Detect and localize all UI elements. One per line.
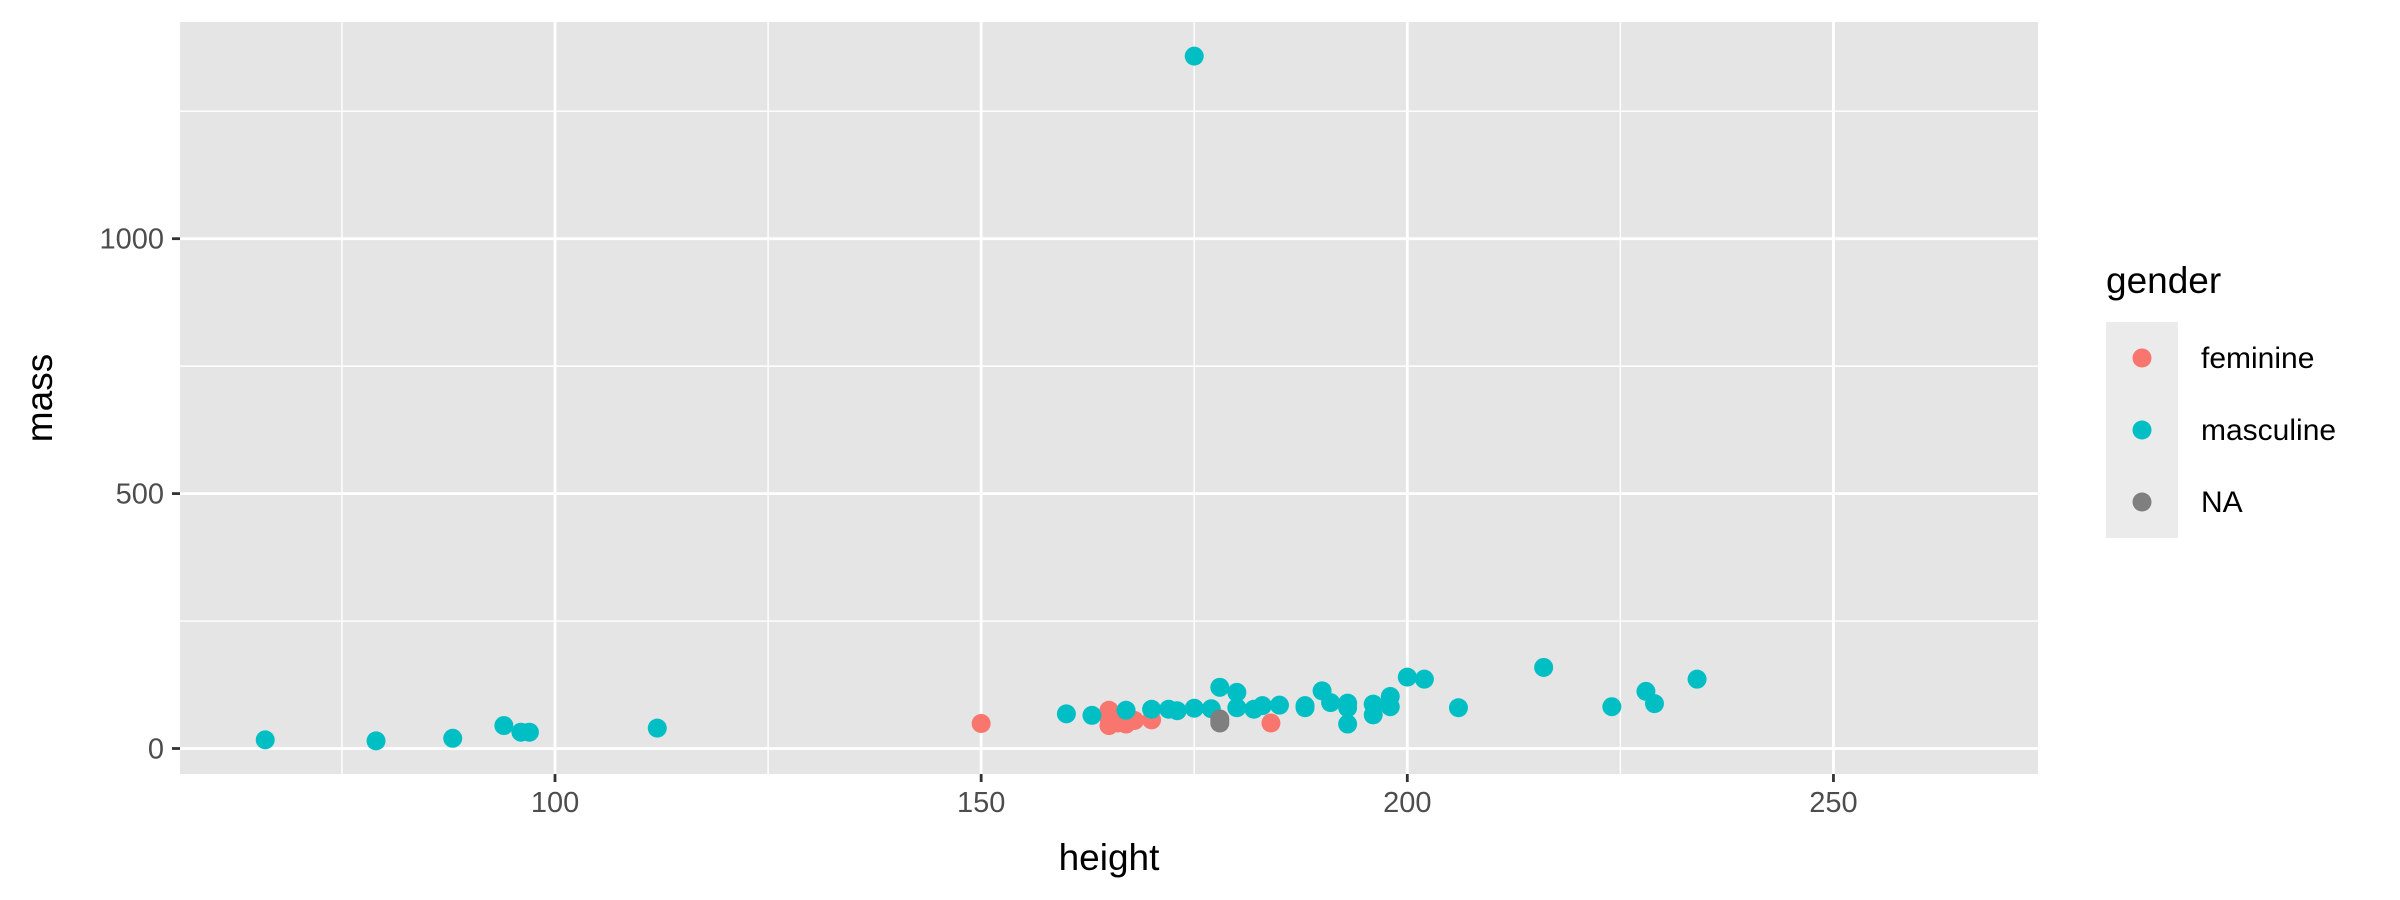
x-tick-label: 150	[957, 787, 1005, 819]
data-point-masculine	[1210, 677, 1230, 697]
y-axis: 0 500 1000	[99, 224, 180, 766]
data-points	[255, 46, 1707, 751]
data-point-masculine	[443, 728, 463, 748]
data-point-masculine	[1082, 705, 1102, 725]
data-point-masculine	[1338, 714, 1358, 734]
data-point-masculine	[1321, 693, 1341, 713]
legend-label-feminine: feminine	[2201, 342, 2314, 375]
data-point-masculine	[1397, 667, 1417, 687]
data-point-masculine	[1644, 694, 1664, 714]
data-point-feminine	[1261, 713, 1281, 733]
data-point-masculine	[1227, 698, 1247, 718]
x-tick-label: 200	[1383, 787, 1431, 819]
data-point-masculine	[494, 716, 514, 736]
x-tick-label: 250	[1809, 787, 1857, 819]
legend-title: gender	[2106, 260, 2221, 301]
legend-entries: feminine masculine NA	[2132, 342, 2336, 519]
data-point-masculine	[1687, 669, 1707, 689]
data-point-masculine	[1252, 696, 1272, 716]
legend-key-feminine	[2132, 348, 2152, 368]
data-point-masculine	[1448, 698, 1468, 718]
y-tick-label: 500	[116, 479, 164, 511]
data-point-masculine	[1269, 695, 1289, 715]
data-point-masculine	[1380, 697, 1400, 717]
minor-gridlines	[180, 22, 2038, 774]
data-point-masculine	[1227, 682, 1247, 702]
plot-panel	[180, 22, 2038, 774]
data-point-na	[1210, 709, 1230, 729]
data-point-masculine	[366, 731, 386, 751]
data-point-masculine	[1167, 701, 1187, 721]
x-axis: 100 150 200 250	[531, 774, 1858, 819]
legend: gender feminine masculine NA	[2106, 260, 2336, 538]
data-point-masculine	[1056, 704, 1076, 724]
data-point-feminine	[1099, 708, 1119, 728]
data-point-masculine	[1338, 698, 1358, 718]
major-gridlines	[180, 22, 2038, 774]
data-point-masculine	[1184, 46, 1204, 66]
data-point-masculine	[1142, 699, 1162, 719]
data-point-masculine	[1295, 698, 1315, 718]
y-tick-label: 1000	[99, 224, 164, 256]
y-axis-title: mass	[19, 354, 60, 442]
data-point-masculine	[1602, 697, 1622, 717]
legend-key-na	[2132, 492, 2152, 512]
data-point-feminine	[971, 714, 991, 734]
data-point-masculine	[255, 730, 275, 750]
data-point-masculine	[1116, 700, 1136, 720]
data-point-masculine	[1534, 657, 1554, 677]
data-point-masculine	[519, 722, 539, 742]
data-point-masculine	[1363, 694, 1383, 714]
data-point-masculine	[1414, 669, 1434, 689]
legend-key-masculine	[2132, 420, 2152, 440]
legend-label-masculine: masculine	[2201, 414, 2336, 447]
x-axis-title: height	[1059, 837, 1161, 878]
data-point-masculine	[647, 718, 667, 738]
y-tick-label: 0	[148, 734, 164, 766]
x-tick-label: 100	[531, 787, 579, 819]
data-point-masculine	[1184, 698, 1204, 718]
legend-label-na: NA	[2201, 486, 2243, 519]
